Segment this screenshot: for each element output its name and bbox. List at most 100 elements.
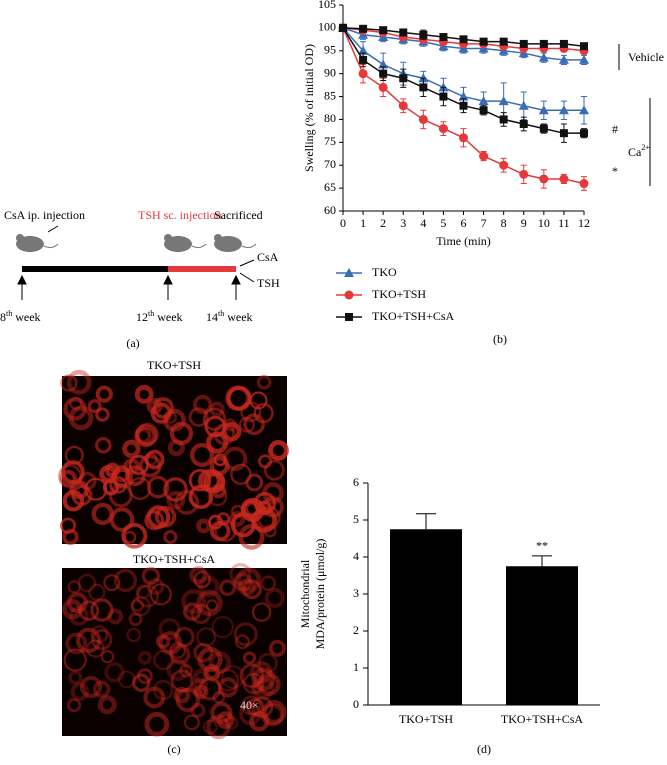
y-tick-label: 90 — [324, 65, 336, 79]
cell — [244, 500, 261, 517]
cell — [193, 394, 213, 415]
cell — [60, 374, 78, 392]
marker — [499, 160, 509, 170]
cell — [203, 719, 218, 735]
marker — [519, 120, 528, 129]
timeline-bar — [22, 266, 168, 272]
cell — [111, 467, 133, 489]
cell — [249, 660, 273, 684]
bar — [390, 529, 462, 705]
x-tick-label: 8 — [501, 216, 507, 230]
y-tick-label: 2 — [353, 623, 359, 637]
cell — [193, 684, 209, 700]
annotation: * — [612, 164, 618, 178]
marker — [418, 114, 428, 124]
marker — [558, 54, 569, 64]
cell — [242, 579, 262, 600]
marker — [459, 35, 468, 44]
cell — [183, 714, 200, 731]
cell — [153, 649, 174, 671]
cell — [238, 416, 255, 433]
cell — [188, 407, 209, 427]
cell — [163, 529, 178, 545]
cell — [131, 599, 145, 612]
cell — [211, 615, 234, 639]
cell — [181, 589, 207, 615]
cell — [167, 439, 185, 457]
x-tick-label: 1 — [360, 216, 366, 230]
cell — [150, 402, 172, 424]
y-tick-label: 75 — [324, 134, 336, 148]
cell — [229, 563, 252, 586]
marker — [579, 54, 589, 64]
cell — [257, 653, 278, 674]
error-bar — [532, 555, 552, 567]
cell — [229, 511, 246, 527]
panel-label: (c) — [167, 742, 180, 756]
cell — [65, 632, 88, 655]
marker — [438, 124, 448, 134]
y-tick-label: 85 — [324, 88, 336, 102]
panel-label: (a) — [126, 336, 139, 350]
marker — [499, 37, 508, 46]
cell — [143, 686, 166, 709]
marker — [558, 105, 569, 115]
y-axis-label: MDA/protein (μmol/g) — [313, 539, 327, 650]
cell — [191, 678, 209, 695]
cell — [245, 473, 264, 492]
week-label: 8th week — [0, 309, 41, 324]
marker — [344, 268, 354, 277]
cell — [251, 667, 276, 692]
x-tick-label: 7 — [481, 216, 487, 230]
cell — [209, 401, 225, 417]
cell — [123, 530, 137, 544]
y-tick-label: 6 — [353, 475, 359, 489]
cell — [235, 634, 250, 650]
legend-label: TKO+TSH+CsA — [372, 309, 455, 323]
cell — [95, 385, 113, 403]
x-tick-label: TKO+TSH+CsA — [501, 712, 584, 726]
x-tick-label: 4 — [420, 216, 426, 230]
x-tick-label: 12 — [578, 216, 590, 230]
cell — [117, 670, 136, 689]
cell — [257, 672, 281, 696]
annotation: ** — [536, 539, 548, 553]
cell — [63, 648, 87, 672]
cell — [70, 682, 90, 701]
cell — [95, 407, 110, 422]
y-tick-label: 0 — [353, 697, 359, 711]
cell — [166, 658, 189, 681]
cell — [104, 662, 125, 683]
cell — [173, 686, 191, 704]
magnification: 40× — [240, 698, 259, 712]
cell — [210, 520, 231, 542]
cell — [121, 522, 148, 549]
y-tick-label: 4 — [353, 549, 359, 563]
cell — [190, 603, 211, 624]
marker — [539, 174, 549, 184]
event-label: Sacrificed — [214, 208, 263, 222]
cell — [67, 592, 88, 614]
cell — [75, 627, 102, 654]
marker — [579, 179, 589, 189]
event-label: TSH sc. injection — [138, 208, 222, 222]
cell — [166, 490, 186, 510]
y-axis-label: Mitochondrial — [298, 559, 312, 628]
y-tick-label: 60 — [324, 203, 336, 217]
cell — [91, 629, 113, 651]
marker — [399, 74, 408, 83]
timeline: CsA ip. injection TSH sc. injection Sacr… — [0, 208, 280, 350]
cell — [198, 677, 222, 701]
marker — [498, 96, 509, 106]
cell — [261, 703, 284, 727]
x-tick-label: 3 — [400, 216, 406, 230]
cell — [158, 631, 183, 655]
marker — [559, 174, 569, 184]
cell — [144, 711, 170, 737]
cell — [178, 663, 193, 678]
cell — [242, 651, 257, 665]
cell — [188, 484, 214, 510]
bracket-label: Ca2+ — [628, 143, 650, 159]
cell — [263, 459, 285, 481]
y-tick-label: 3 — [353, 586, 359, 600]
